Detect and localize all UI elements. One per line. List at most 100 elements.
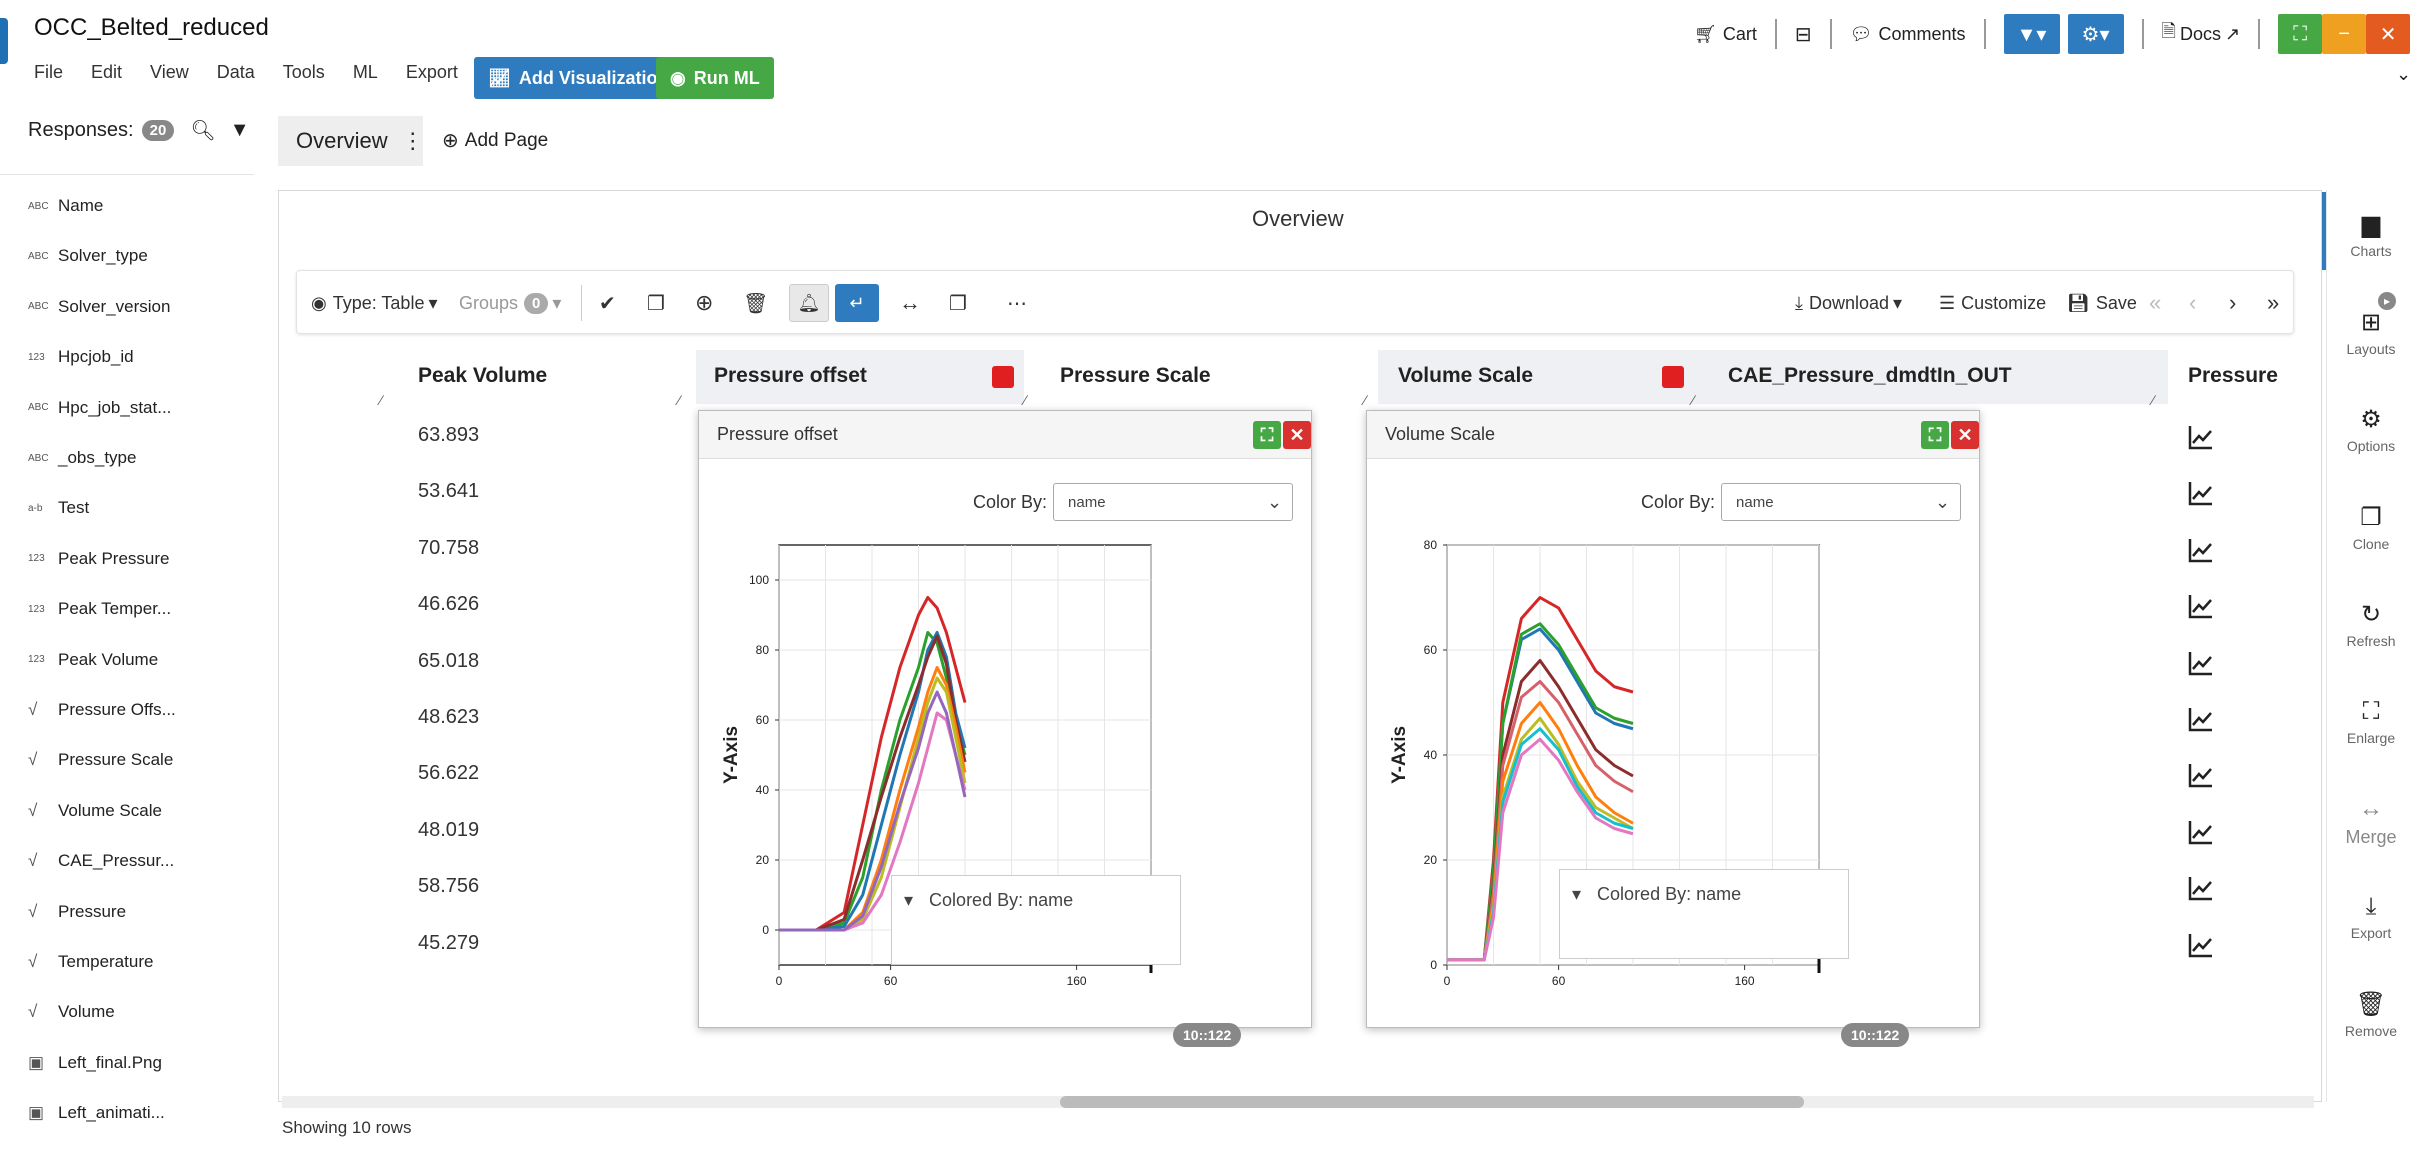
chart-legend[interactable]: ▾ Colored By: name [891, 875, 1181, 965]
column-header-pressure[interactable]: Pressure [2188, 364, 2278, 387]
search-icon[interactable]: 🔍︎ [190, 120, 216, 142]
add-visualization-button[interactable]: 📈︎ Add Visualization [474, 57, 683, 99]
groups-dropdown[interactable]: Groups 0 ▾ [459, 292, 562, 314]
bell-icon[interactable]: 🔔︎ [789, 284, 829, 322]
sidebar-item[interactable]: ABC Name [28, 196, 103, 216]
sidebar-item[interactable]: 123 Peak Temper... [28, 599, 171, 619]
rail-item-charts[interactable]: ▆ Charts [2326, 210, 2416, 259]
copy-columns-icon[interactable]: ❐ [647, 292, 665, 315]
line-chart-icon[interactable] [2188, 424, 2214, 450]
add-circle-icon[interactable]: ⊕ [695, 290, 714, 315]
settings-dropdown-button[interactable]: ⚙▾ [2067, 14, 2124, 54]
download-dropdown[interactable]: ⤓ Download ▾ [1795, 292, 1903, 313]
filter-dropdown-button[interactable]: ▼▾ [2003, 14, 2060, 54]
expand-icon[interactable]: ⛶ [1253, 421, 1281, 449]
line-chart-icon[interactable] [2188, 819, 2214, 845]
sidebar-item[interactable]: ABC Hpc_job_stat... [28, 398, 171, 418]
resize-handle-icon[interactable]: ∕ [2152, 392, 2155, 408]
sidebar-item[interactable]: ABC Solver_type [28, 246, 148, 266]
sidebar-item[interactable]: √ CAE_Pressur... [28, 851, 174, 871]
copy-red-icon[interactable] [1662, 366, 1684, 388]
line-chart-icon[interactable] [2188, 480, 2214, 506]
line-chart-icon[interactable] [2188, 593, 2214, 619]
resize-horizontal-icon[interactable]: ↔ [899, 290, 921, 315]
table-cell[interactable]: 65.018 [418, 649, 480, 672]
rail-item-merge[interactable]: ↔ Merge [2326, 795, 2416, 848]
kebab-menu-icon[interactable]: ⋮ [401, 128, 424, 153]
line-chart-icon[interactable] [2188, 537, 2214, 563]
wrap-icon[interactable]: ↵ [835, 284, 879, 322]
last-page-icon[interactable]: » [2267, 290, 2280, 315]
sidebar-item[interactable]: √ Pressure Scale [28, 750, 173, 770]
close-icon[interactable]: ✕ [1951, 421, 1979, 449]
horizontal-scrollbar-thumb[interactable] [1060, 1096, 1804, 1108]
rail-item-clone[interactable]: ❐ Clone [2326, 503, 2416, 552]
save-button[interactable]: 💾︎ Save [2067, 292, 2137, 313]
menu-view[interactable]: View [150, 62, 189, 82]
menu-tools[interactable]: Tools [282, 62, 325, 82]
customize-button[interactable]: ☰ Customize [1939, 292, 2047, 313]
menu-edit[interactable]: Edit [91, 62, 123, 82]
close-button[interactable]: ✕ [2366, 14, 2411, 54]
prev-page-icon[interactable]: ‹ [2189, 290, 2197, 315]
menu-export[interactable]: Export [405, 62, 458, 82]
chevron-down-icon[interactable]: ⌄ [2396, 64, 2412, 84]
menu-ml[interactable]: ML [352, 62, 378, 82]
color-by-select[interactable]: name ⌄ [1721, 483, 1962, 521]
arrow-right-circle-icon[interactable]: ▸ [2378, 292, 2396, 310]
layout-toggle-icon[interactable]: ⊟ [1794, 23, 1812, 46]
rail-item-layouts[interactable]: ⊞ Layouts [2326, 308, 2416, 357]
clone-icon[interactable]: ❐ [949, 292, 967, 315]
sidebar-item[interactable]: √ Pressure Offs... [28, 700, 176, 720]
table-cell[interactable]: 45.279 [418, 931, 480, 954]
table-cell[interactable]: 48.623 [418, 706, 480, 728]
resize-handle-icon[interactable]: ∕ [380, 392, 383, 408]
sidebar-item[interactable]: ABC _obs_type [28, 448, 136, 468]
color-by-select[interactable]: name ⌄ [1053, 483, 1294, 521]
resize-handle-icon[interactable]: ∕ [1364, 392, 1367, 408]
table-cell[interactable]: 48.019 [418, 818, 480, 841]
line-chart-icon[interactable] [2188, 932, 2214, 958]
rail-item-enlarge[interactable]: ⛶ Enlarge [2326, 698, 2416, 746]
line-chart-icon[interactable] [2188, 706, 2214, 732]
run-ml-button[interactable]: ◉ Run ML [656, 57, 774, 99]
menu-file[interactable]: File [34, 62, 64, 82]
rail-item-remove[interactable]: 🗑︎ Remove [2326, 990, 2416, 1039]
column-header-peak-volume[interactable]: Peak Volume [418, 364, 548, 387]
next-page-icon[interactable]: › [2229, 290, 2237, 315]
resize-handle-icon[interactable]: ∕ [1692, 392, 1695, 408]
first-page-icon[interactable]: « [2149, 290, 2162, 315]
chart-legend[interactable]: ▾ Colored By: name [1559, 869, 1849, 959]
table-cell[interactable]: 58.756 [418, 875, 480, 898]
more-icon[interactable]: ⋯ [1007, 292, 1027, 315]
table-cell[interactable]: 56.622 [418, 762, 480, 785]
check-all-icon[interactable]: ✔ [599, 292, 616, 315]
docs-link[interactable]: 🗎 Docs ↗ [2162, 19, 2241, 49]
comments-button[interactable]: 💬︎ Comments [1849, 23, 1966, 44]
cart-button[interactable]: 🛒︎ Cart [1694, 23, 1757, 44]
minimize-button[interactable]: − [2322, 14, 2367, 54]
sidebar-item[interactable]: ▣ Left_final.Png [28, 1053, 162, 1073]
menu-data[interactable]: Data [216, 62, 255, 82]
type-dropdown[interactable]: ◉ Type: Table ▾ [311, 292, 438, 313]
sidebar-item[interactable]: √ Temperature [28, 952, 153, 972]
sidebar-item[interactable]: 123 Peak Volume [28, 650, 158, 670]
rail-item-refresh[interactable]: ↻ Refresh [2326, 600, 2416, 649]
close-icon[interactable]: ✕ [1283, 421, 1311, 449]
column-header-volume-scale[interactable]: Volume Scale [1398, 364, 1534, 387]
sidebar-item[interactable]: √ Volume Scale [28, 801, 162, 821]
expand-icon[interactable]: ⛶ [1921, 421, 1949, 449]
fullscreen-button[interactable]: ⛶ [2278, 14, 2323, 54]
table-cell[interactable]: 63.893 [418, 424, 480, 446]
tab-overview[interactable]: Overview ⋮ [278, 116, 424, 166]
sidebar-item[interactable]: ABC Solver_version [28, 297, 170, 317]
rail-item-export[interactable]: ⤓ Export [2326, 893, 2416, 941]
sidebar-item[interactable]: 123 Hpcjob_id [28, 347, 134, 367]
add-page-button[interactable]: ⊕ Add Page [442, 129, 549, 153]
column-header-cae-pressure[interactable]: CAE_Pressure_dmdtIn_OUT [1728, 364, 2012, 387]
table-cell[interactable]: 70.758 [418, 536, 480, 559]
sidebar-item[interactable]: √ Volume [28, 1002, 115, 1022]
line-chart-icon[interactable] [2188, 875, 2214, 901]
table-cell[interactable]: 46.626 [418, 593, 480, 616]
line-chart-icon[interactable] [2188, 650, 2214, 676]
